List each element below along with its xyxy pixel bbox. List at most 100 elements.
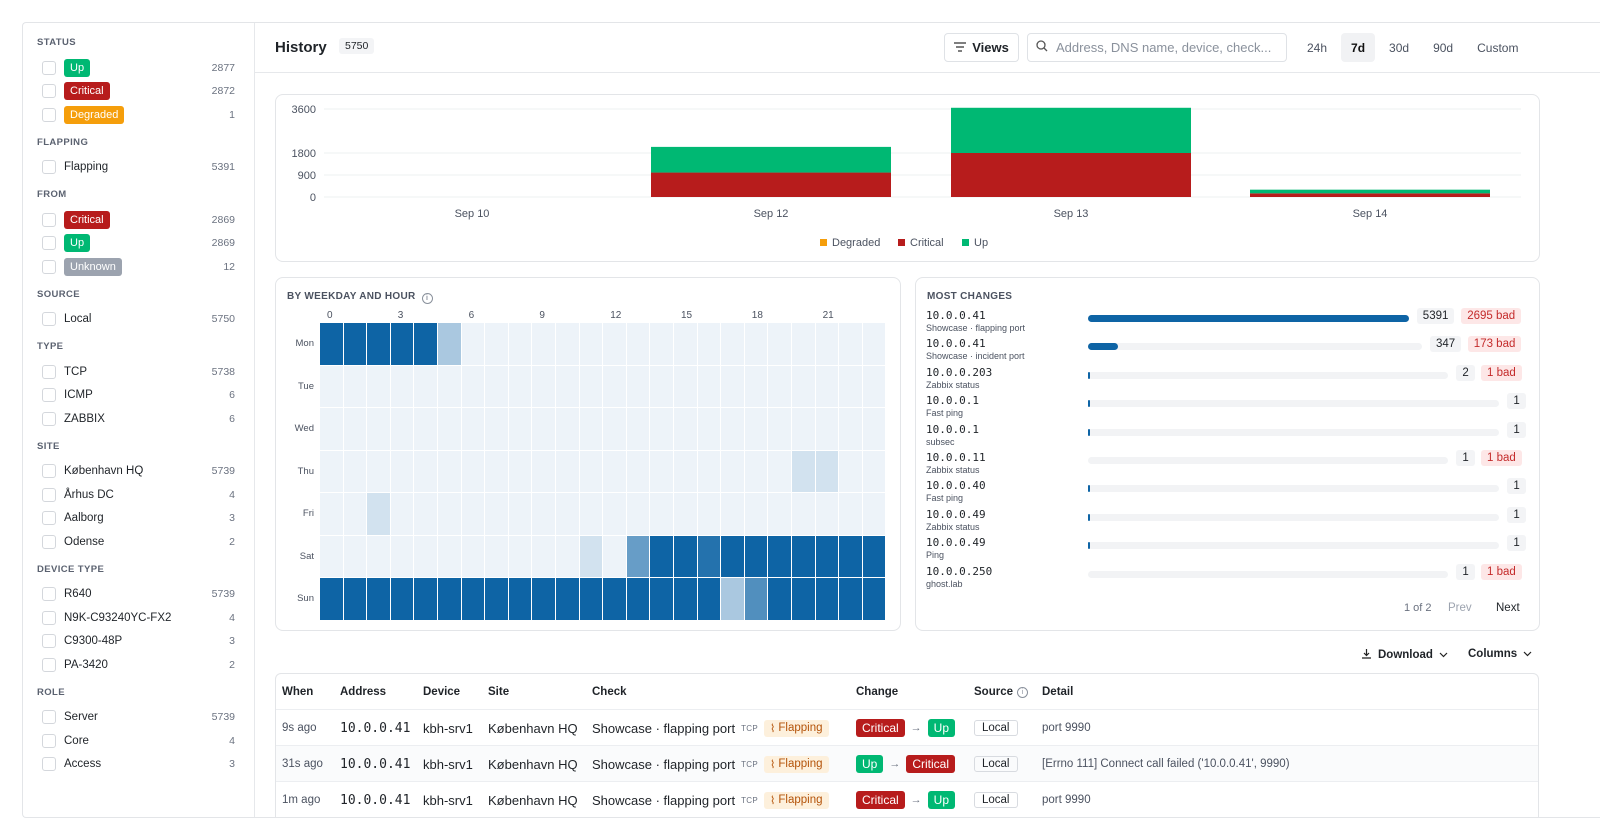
heatmap-cell[interactable]: [768, 535, 791, 577]
heatmap-cell[interactable]: [532, 578, 555, 620]
heatmap-cell[interactable]: [839, 450, 862, 492]
heatmap-cell[interactable]: [626, 450, 650, 492]
filter-checkbox[interactable]: [42, 107, 56, 122]
download-button[interactable]: Download: [1361, 648, 1448, 662]
filter-option[interactable]: Aalborg 3: [37, 507, 235, 531]
heatmap-cell[interactable]: [792, 578, 815, 620]
heatmap-cell[interactable]: [603, 535, 626, 577]
heatmap-cell[interactable]: [579, 578, 603, 620]
filter-checkbox[interactable]: [42, 212, 56, 227]
heatmap-cell[interactable]: [721, 323, 744, 365]
heatmap-cell[interactable]: [815, 493, 839, 535]
filter-checkbox[interactable]: [42, 710, 56, 725]
heatmap-cell[interactable]: [603, 323, 626, 365]
filter-checkbox[interactable]: [42, 259, 56, 274]
filter-checkbox[interactable]: [42, 160, 56, 175]
address-cell[interactable]: 10.0.0.41: [340, 720, 411, 736]
next-button[interactable]: Next: [1496, 602, 1520, 614]
heatmap-cell[interactable]: [343, 535, 367, 577]
bar-segment-up[interactable]: [951, 107, 1191, 153]
heatmap-cell[interactable]: [414, 535, 437, 577]
heatmap-cell[interactable]: [320, 450, 343, 492]
heatmap-cell[interactable]: [390, 450, 414, 492]
heatmap-cell[interactable]: [815, 365, 839, 407]
most-changes-row[interactable]: 10.0.0.41 Showcase · flapping port 2695 ba…: [926, 308, 1526, 337]
filter-checkbox[interactable]: [42, 487, 56, 502]
heatmap-cell[interactable]: [674, 323, 697, 365]
most-changes-row[interactable]: 10.0.0.40 Fast ping 1: [926, 478, 1526, 507]
heatmap-cell[interactable]: [721, 408, 744, 450]
heatmap-cell[interactable]: [674, 408, 697, 450]
filter-option[interactable]: Odense 2: [37, 530, 235, 554]
heatmap-cell[interactable]: [650, 365, 673, 407]
heatmap-cell[interactable]: [815, 578, 839, 620]
most-changes-row[interactable]: 10.0.0.41 Showcase · incident port 173 bad…: [926, 336, 1526, 365]
heatmap-cell[interactable]: [367, 535, 390, 577]
heatmap-cell[interactable]: [626, 323, 650, 365]
heatmap-cell[interactable]: [839, 408, 862, 450]
heatmap-cell[interactable]: [343, 578, 367, 620]
heatmap-cell[interactable]: [697, 408, 721, 450]
columns-button[interactable]: Columns: [1468, 648, 1532, 660]
heatmap-cell[interactable]: [674, 535, 697, 577]
column-header[interactable]: Check: [592, 674, 627, 710]
heatmap-cell[interactable]: [603, 578, 626, 620]
heatmap-cell[interactable]: [556, 323, 579, 365]
filter-option[interactable]: Critical 2872: [37, 80, 235, 104]
most-changes-row[interactable]: 10.0.0.49 Ping 1: [926, 535, 1526, 564]
filter-option[interactable]: TCP 5738: [37, 360, 235, 384]
filter-checkbox[interactable]: [42, 534, 56, 549]
most-changes-row[interactable]: 10.0.0.1 Fast ping 1: [926, 393, 1526, 422]
column-header[interactable]: Site: [488, 674, 509, 710]
heatmap-cell[interactable]: [343, 450, 367, 492]
column-header[interactable]: Source i: [974, 674, 1028, 710]
address-cell[interactable]: 10.0.0.41: [340, 792, 411, 808]
filter-checkbox[interactable]: [42, 610, 56, 625]
heatmap-cell[interactable]: [839, 578, 862, 620]
heatmap-cell[interactable]: [744, 450, 768, 492]
heatmap-cell[interactable]: [414, 408, 437, 450]
heatmap-cell[interactable]: [697, 365, 721, 407]
filter-checkbox[interactable]: [42, 411, 56, 426]
heatmap-cell[interactable]: [508, 578, 532, 620]
heatmap-cell[interactable]: [674, 493, 697, 535]
heatmap-cell[interactable]: [461, 493, 485, 535]
table-row[interactable]: 9s ago 10.0.0.41 kbh-srv1 København HQ Showc…: [276, 710, 1538, 746]
search-box[interactable]: [1027, 33, 1287, 62]
heatmap-cell[interactable]: [461, 408, 485, 450]
heatmap-cell[interactable]: [320, 578, 343, 620]
heatmap-cell[interactable]: [792, 450, 815, 492]
filter-checkbox[interactable]: [42, 464, 56, 479]
heatmap-cell[interactable]: [414, 493, 437, 535]
heatmap-cell[interactable]: [508, 323, 532, 365]
heatmap-cell[interactable]: [508, 535, 532, 577]
filter-option[interactable]: Core 4: [37, 729, 235, 753]
filter-option[interactable]: C9300-48P 3: [37, 630, 235, 654]
heatmap-cell[interactable]: [768, 493, 791, 535]
range-option-30d[interactable]: 30d: [1389, 40, 1410, 55]
heatmap-cell[interactable]: [839, 535, 862, 577]
heatmap-cell[interactable]: [485, 450, 508, 492]
heatmap-cell[interactable]: [485, 535, 508, 577]
filter-option[interactable]: Local 5750: [37, 308, 235, 332]
heatmap-cell[interactable]: [532, 365, 555, 407]
heatmap-cell[interactable]: [320, 408, 343, 450]
heatmap-cell[interactable]: [603, 408, 626, 450]
heatmap-cell[interactable]: [532, 323, 555, 365]
heatmap-cell[interactable]: [579, 535, 603, 577]
heatmap-cell[interactable]: [461, 365, 485, 407]
heatmap-cell[interactable]: [768, 578, 791, 620]
column-header[interactable]: Change: [856, 674, 898, 710]
heatmap-cell[interactable]: [815, 450, 839, 492]
heatmap-cell[interactable]: [414, 323, 437, 365]
heatmap-cell[interactable]: [768, 450, 791, 492]
heatmap-cell[interactable]: [461, 323, 485, 365]
filter-checkbox[interactable]: [42, 733, 56, 748]
heatmap-cell[interactable]: [485, 323, 508, 365]
most-changes-row[interactable]: 10.0.0.1 subsec 1: [926, 421, 1526, 451]
heatmap-cell[interactable]: [839, 493, 862, 535]
heatmap-cell[interactable]: [343, 408, 367, 450]
heatmap-cell[interactable]: [721, 493, 744, 535]
heatmap-cell[interactable]: [556, 535, 579, 577]
bar-segment-critical[interactable]: [651, 172, 891, 197]
